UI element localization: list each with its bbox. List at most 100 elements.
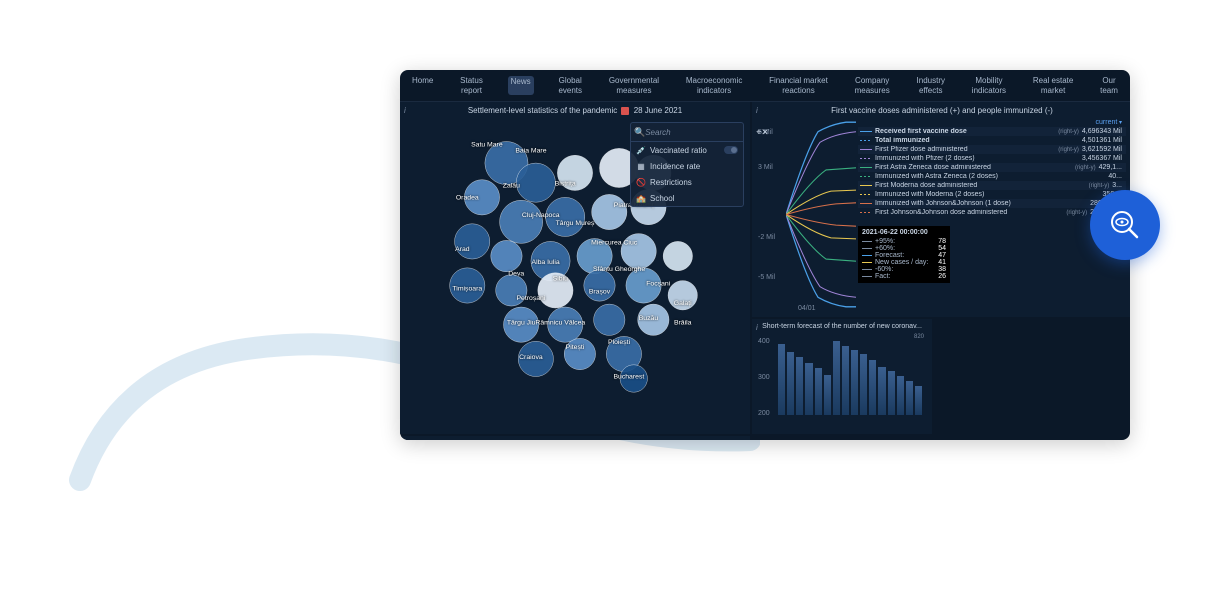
- city-label[interactable]: Craiova: [519, 354, 543, 361]
- search-input[interactable]: [645, 128, 756, 137]
- city-label[interactable]: Arad: [455, 246, 470, 253]
- vaccine-curve: [786, 215, 856, 239]
- map-region[interactable]: [663, 242, 692, 271]
- map-panel-title: Settlement-level statistics of the pande…: [406, 106, 744, 115]
- city-label[interactable]: Timișoara: [452, 286, 482, 293]
- city-label[interactable]: Alba Iulia: [532, 259, 560, 266]
- nav-item[interactable]: Financial marketreactions: [767, 76, 830, 95]
- legend-row[interactable]: Immunized with Moderna (2 doses)350,...: [858, 190, 1126, 199]
- filter-label: Vaccinated ratio: [650, 146, 707, 155]
- toggle-switch[interactable]: [724, 146, 738, 154]
- city-label[interactable]: Satu Mare: [471, 142, 503, 149]
- search-icon[interactable]: 🔍: [634, 126, 645, 138]
- city-label[interactable]: Târgu Jiu: [507, 320, 536, 327]
- city-label[interactable]: Brașov: [589, 289, 611, 296]
- map-region[interactable]: [594, 304, 625, 335]
- vaccine-panel-title: First vaccine doses administered (+) and…: [758, 106, 1126, 115]
- city-label[interactable]: Târgu Mureș: [556, 220, 595, 227]
- legend-row[interactable]: Immunized with Astra Zeneca (2 doses)40.…: [858, 172, 1126, 181]
- close-icon[interactable]: ✕: [761, 126, 769, 138]
- forecast-bar[interactable]: [778, 344, 785, 415]
- forecast-bar[interactable]: [878, 367, 885, 416]
- map-region[interactable]: [500, 200, 543, 243]
- forecast-bar[interactable]: [851, 350, 858, 415]
- filter-item[interactable]: 💉Vaccinated ratio: [631, 142, 743, 158]
- nav-item[interactable]: Governmentalmeasures: [607, 76, 661, 95]
- city-label[interactable]: Bucharest: [613, 374, 644, 381]
- legend-row[interactable]: First Astra Zeneca dose administered(rig…: [858, 163, 1126, 172]
- nav-item[interactable]: Globalevents: [556, 76, 584, 95]
- city-label[interactable]: Ploiești: [608, 339, 631, 346]
- city-label[interactable]: Galați: [674, 300, 692, 307]
- filter-item[interactable]: ▦Incidence rate: [631, 158, 743, 174]
- nav-item[interactable]: Real estatemarket: [1031, 76, 1075, 95]
- forecast-bar[interactable]: [897, 376, 904, 415]
- legend-row[interactable]: First Moderna dose administered(right-y)…: [858, 181, 1126, 190]
- forecast-bar[interactable]: [824, 375, 831, 416]
- legend-row[interactable]: Total immunized4,501361 Mil: [858, 136, 1126, 145]
- filter-item[interactable]: 🚫Restrictions: [631, 174, 743, 190]
- forecast-bar[interactable]: [860, 354, 867, 415]
- forecast-bar[interactable]: [888, 371, 895, 416]
- info-icon[interactable]: i: [756, 323, 758, 332]
- legend-header[interactable]: current ▾: [858, 119, 1126, 126]
- legend-row[interactable]: First Johnson&Johnson dose administered(…: [858, 208, 1126, 217]
- city-label[interactable]: Miercurea Ciuc: [591, 240, 638, 247]
- nav-item[interactable]: Industryeffects: [915, 76, 947, 95]
- city-label[interactable]: Pitești: [566, 344, 585, 351]
- city-label[interactable]: Zalău: [503, 183, 520, 190]
- forecast-bar[interactable]: [796, 357, 803, 415]
- map-region[interactable]: [564, 339, 595, 370]
- city-label[interactable]: Sibiu: [553, 276, 568, 283]
- legend-row[interactable]: Immunized with Johnson&Johnson (1 dose)2…: [858, 199, 1126, 208]
- forecast-bar[interactable]: [869, 360, 876, 415]
- city-label[interactable]: Focșani: [646, 281, 670, 288]
- map-date: 28 June 2021: [634, 106, 683, 115]
- legend-value: 4,501361 Mil: [1082, 137, 1122, 144]
- city-label[interactable]: Petroșani: [516, 295, 545, 302]
- city-label[interactable]: Râmnicu Vâlcea: [535, 320, 585, 327]
- filter-item[interactable]: 🏫School: [631, 190, 743, 206]
- city-label[interactable]: Brăila: [674, 320, 692, 327]
- legend-row[interactable]: First Pfizer dose administered(right-y)3…: [858, 145, 1126, 154]
- forecast-bar[interactable]: [842, 346, 849, 415]
- city-label[interactable]: Baia Mare: [515, 147, 546, 154]
- forecast-chart[interactable]: 400300200 820: [758, 334, 926, 427]
- city-label[interactable]: Bistrița: [555, 181, 576, 188]
- map-region[interactable]: [592, 195, 627, 230]
- info-icon[interactable]: i: [756, 106, 758, 115]
- forecast-bar[interactable]: [915, 386, 922, 415]
- calendar-icon[interactable]: [621, 107, 629, 115]
- city-label[interactable]: Cluj-Napoca: [522, 212, 560, 219]
- nav-item[interactable]: Ourteam: [1098, 76, 1120, 95]
- magnifier-badge[interactable]: [1090, 190, 1160, 260]
- map-region[interactable]: [455, 224, 490, 259]
- nav-item[interactable]: Macroeconomicindicators: [684, 76, 744, 95]
- map-region[interactable]: [491, 241, 522, 272]
- nav-item[interactable]: News: [508, 76, 534, 95]
- forecast-bar[interactable]: [906, 381, 913, 415]
- tooltip-title: 2021-06-22 00:00:00: [862, 229, 946, 236]
- nav-item[interactable]: Companymeasures: [853, 76, 892, 95]
- legend-row[interactable]: Immunized with Pfizer (2 doses)3,456367 …: [858, 154, 1126, 163]
- map-region[interactable]: [584, 270, 615, 301]
- legend-label: First Pfizer dose administered: [875, 146, 1055, 153]
- tooltip-row: +95%:78: [862, 238, 946, 245]
- vaccine-chart-area[interactable]: 5 Mil3 Mil-2 Mil-5 Mil 04/01: [758, 119, 858, 310]
- nav-item[interactable]: Statusreport: [458, 76, 485, 95]
- legend-value: 3...: [1112, 182, 1122, 189]
- map-region[interactable]: [516, 163, 555, 202]
- search-row: 🔍 ⌖ ✕: [631, 123, 743, 142]
- city-label[interactable]: Buzău: [639, 315, 659, 322]
- nav-item[interactable]: Home: [410, 76, 435, 95]
- city-label[interactable]: Deva: [508, 271, 524, 278]
- city-label[interactable]: Sfântu Gheorghe: [593, 266, 645, 273]
- city-label[interactable]: Oradea: [456, 194, 479, 201]
- legend-row[interactable]: Received first vaccine dose(right-y)4,69…: [858, 127, 1126, 136]
- forecast-bar[interactable]: [805, 363, 812, 416]
- forecast-bar[interactable]: [815, 368, 822, 415]
- nav-item[interactable]: Mobilityindicators: [970, 76, 1008, 95]
- forecast-bar[interactable]: [787, 352, 794, 415]
- info-icon[interactable]: i: [404, 106, 406, 115]
- forecast-bar[interactable]: [833, 341, 840, 416]
